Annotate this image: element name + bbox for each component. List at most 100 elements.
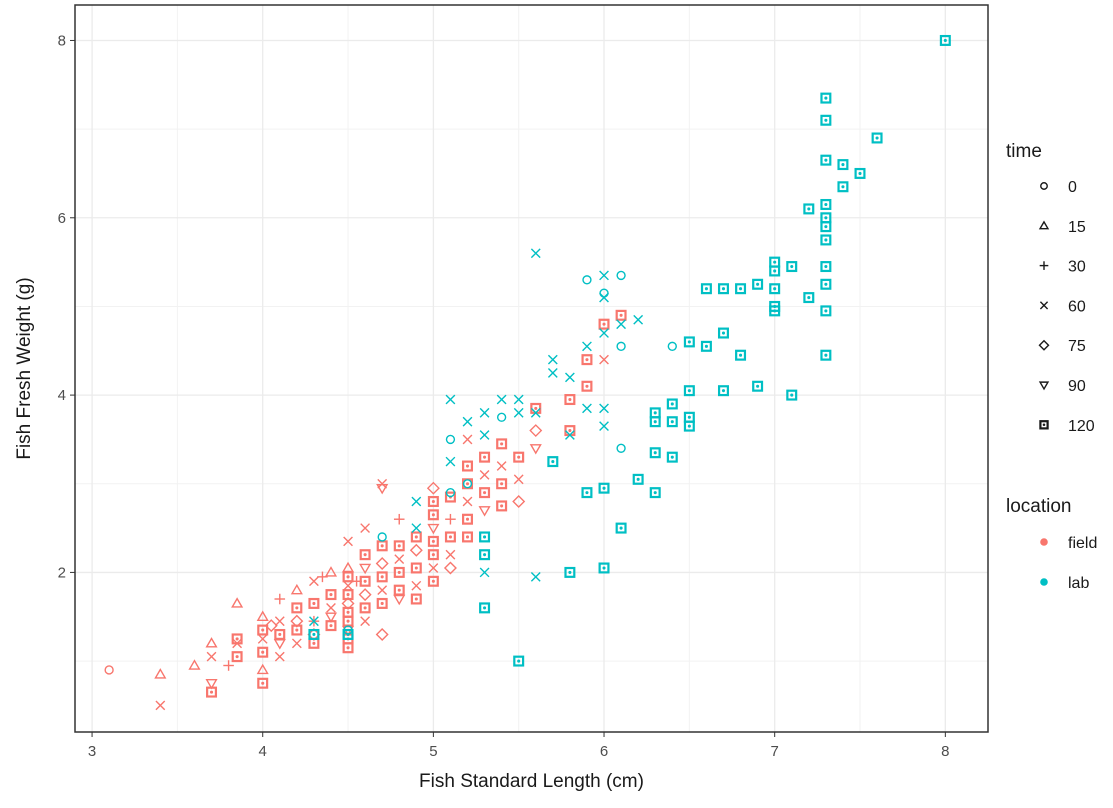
data-point-lab	[803, 292, 815, 304]
data-point-field	[376, 571, 388, 583]
data-point-field	[462, 513, 474, 525]
data-point-lab	[445, 487, 456, 498]
data-point-field	[427, 523, 440, 535]
x-tick-label: 7	[771, 743, 779, 760]
data-point-field	[274, 616, 285, 627]
data-point-field	[478, 506, 491, 517]
data-point-lab	[700, 340, 712, 352]
data-point-field	[324, 566, 338, 577]
data-point-field	[342, 642, 354, 654]
data-point-lab	[547, 368, 558, 378]
data-point-lab	[582, 275, 592, 285]
data-point-field	[291, 624, 303, 636]
data-point-lab	[582, 341, 592, 352]
data-point-field	[256, 610, 269, 621]
legend-key-diamond	[1038, 339, 1050, 351]
data-point-field	[343, 580, 353, 591]
legend-time-label: 0	[1068, 179, 1077, 196]
data-point-field	[443, 561, 457, 575]
data-point-lab	[820, 114, 832, 126]
data-point-field	[427, 495, 439, 507]
grid-lines	[75, 5, 988, 732]
data-point-lab	[649, 407, 661, 419]
data-point-field	[358, 588, 372, 602]
data-point-lab	[666, 416, 678, 428]
data-point-field	[231, 597, 244, 608]
data-point-lab	[820, 154, 832, 166]
data-point-lab	[615, 522, 627, 534]
data-point-lab	[599, 270, 609, 281]
data-point-field	[359, 563, 372, 575]
data-point-lab	[735, 283, 747, 295]
data-point-field	[274, 628, 286, 640]
data-point-field	[393, 584, 405, 596]
data-point-field	[462, 434, 473, 445]
data-point-field	[462, 496, 473, 507]
data-point-field	[427, 549, 439, 561]
data-point-lab	[649, 447, 661, 459]
data-point-field	[496, 461, 507, 471]
data-point-lab	[582, 403, 592, 414]
data-point-field	[375, 557, 389, 571]
legend-time-title: time	[1006, 141, 1042, 162]
data-point-field	[394, 554, 405, 565]
data-point-field	[410, 593, 422, 605]
legend-key-lab	[1040, 578, 1048, 586]
data-point-lab	[820, 198, 832, 210]
data-point-field	[273, 639, 286, 650]
data-point-field	[325, 620, 337, 632]
data-point-lab	[700, 283, 712, 295]
legend-time-label: 15	[1068, 219, 1086, 236]
data-point-lab	[820, 234, 832, 246]
legend-key-square-dot	[1039, 420, 1049, 430]
data-point-lab	[479, 567, 490, 578]
data-point-field	[231, 651, 243, 663]
data-point-lab	[616, 341, 626, 351]
data-point-field	[564, 394, 576, 406]
data-point-field	[564, 425, 576, 437]
data-point-field	[444, 531, 456, 543]
data-point-field	[479, 451, 491, 463]
data-point-lab	[683, 336, 695, 348]
data-point-lab	[564, 566, 576, 578]
data-point-lab	[939, 34, 951, 46]
data-point-field	[325, 589, 337, 601]
data-point-field	[376, 483, 389, 495]
legend-key-triangle	[1038, 220, 1050, 230]
data-point-lab	[479, 531, 491, 543]
data-point-lab	[820, 261, 832, 273]
legend-key-cross	[1039, 301, 1049, 310]
legend-key-plus	[1039, 261, 1049, 270]
data-point-field	[257, 634, 268, 644]
data-point-field	[308, 597, 320, 609]
x-tick-label: 4	[259, 743, 267, 760]
y-tick-label: 6	[58, 210, 66, 227]
data-point-field	[428, 563, 439, 573]
legend-location-label: field	[1068, 535, 1097, 552]
legend-time-label: 75	[1068, 338, 1086, 355]
data-point-lab	[683, 385, 695, 397]
data-point-lab	[445, 456, 456, 467]
data-point-field	[291, 638, 302, 649]
y-tick-label: 4	[58, 387, 66, 404]
data-point-lab	[616, 319, 626, 330]
data-point-field	[206, 651, 217, 662]
data-point-field	[376, 540, 388, 552]
data-point-lab	[786, 389, 798, 401]
data-point-field	[479, 469, 490, 480]
data-point-field	[410, 562, 422, 574]
data-point-lab	[530, 407, 541, 418]
data-point-lab	[598, 562, 610, 574]
data-point-field	[581, 354, 593, 366]
data-point-field	[496, 478, 508, 490]
data-point-field	[496, 500, 508, 512]
data-point-lab	[513, 407, 524, 418]
data-point-field	[104, 665, 114, 675]
legend-location: location field lab	[1006, 496, 1097, 592]
data-point-lab	[837, 159, 849, 171]
data-point-field	[615, 309, 627, 321]
data-point-field	[375, 627, 389, 641]
data-point-field	[309, 576, 319, 587]
data-point-lab	[683, 420, 695, 432]
